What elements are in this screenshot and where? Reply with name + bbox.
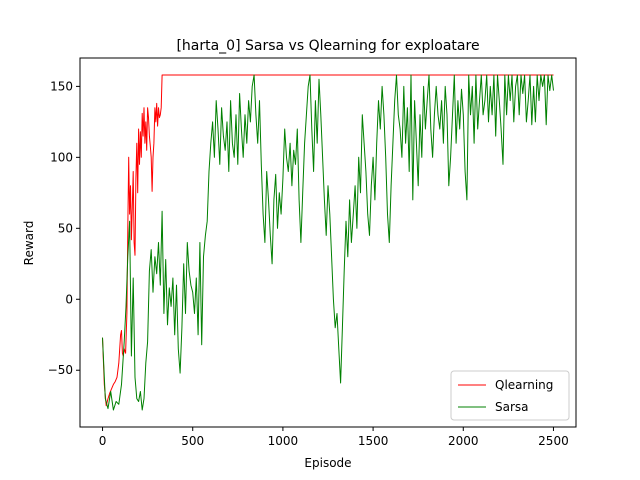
chart-title: [harta_0] Sarsa vs Qlearning for exploat… — [176, 38, 479, 54]
y-tick-label: −50 — [48, 363, 73, 377]
series-line-sarsa — [102, 74, 554, 411]
x-axis: 0 500 1000 1500 2000 2500 — [99, 427, 569, 448]
y-axis: −50 0 50 100 150 — [48, 79, 80, 377]
legend: Qlearning Sarsa — [450, 370, 570, 421]
legend-label-qlearning: Qlearning — [495, 378, 553, 392]
x-tick-label: 2000 — [448, 434, 479, 448]
y-tick-label: 100 — [50, 150, 73, 164]
x-tick-label: 1000 — [268, 434, 299, 448]
legend-box — [450, 370, 570, 421]
y-axis-label: Reward — [22, 221, 36, 266]
x-tick-label: 2500 — [538, 434, 569, 448]
x-tick-label: 500 — [181, 434, 204, 448]
plot-area — [102, 74, 554, 411]
x-tick-label: 1500 — [358, 434, 389, 448]
x-axis-label: Episode — [304, 456, 351, 470]
y-tick-label: 0 — [65, 292, 73, 306]
x-tick-label: 0 — [99, 434, 107, 448]
y-tick-label: 150 — [50, 79, 73, 93]
legend-label-sarsa: Sarsa — [495, 400, 529, 414]
axes-frame — [79, 57, 577, 428]
y-tick-label: 50 — [58, 221, 73, 235]
series-line-qlearning — [102, 74, 554, 407]
